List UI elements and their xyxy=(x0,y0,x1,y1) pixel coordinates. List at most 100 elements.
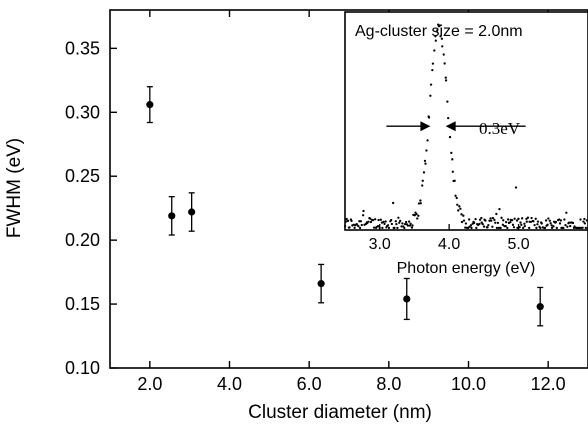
inset-x-tick-label: 5.0 xyxy=(507,236,529,253)
spectrum-point xyxy=(558,218,561,221)
spectrum-point xyxy=(434,39,437,42)
x-tick-label: 6.0 xyxy=(297,374,322,394)
spectrum-point xyxy=(520,223,523,227)
spectrum-point xyxy=(417,202,421,205)
spectrum-point xyxy=(404,220,408,224)
y-tick-label: 0.25 xyxy=(65,166,100,186)
spectrum-point xyxy=(393,226,396,230)
data-marker xyxy=(317,280,325,288)
spectrum-point xyxy=(523,225,526,228)
fwhm-arrow-left-head xyxy=(420,121,431,132)
x-tick-label: 2.0 xyxy=(137,374,162,394)
main-plot-frame xyxy=(109,9,588,369)
data-marker xyxy=(188,208,196,216)
spectrum-point xyxy=(526,216,530,219)
spectrum-point xyxy=(512,226,516,229)
spectrum-point xyxy=(525,220,528,223)
inset-x-axis-label: Photon energy (eV) xyxy=(397,260,536,277)
spectrum-point xyxy=(495,226,499,230)
fwhm-arrow-right-head xyxy=(445,121,456,132)
spectrum-point xyxy=(498,207,501,211)
spectrum-point xyxy=(431,62,435,65)
spectrum-point xyxy=(565,211,568,214)
spectrum-point xyxy=(441,45,444,48)
spectrum-point xyxy=(583,222,587,225)
spectrum-point xyxy=(406,224,410,227)
spectrum-point xyxy=(579,218,582,221)
fwhm-arrows xyxy=(386,121,526,132)
spectrum-point xyxy=(552,225,555,228)
spectrum-point xyxy=(401,222,404,225)
spectrum-point xyxy=(533,223,536,227)
spectrum-point xyxy=(482,225,486,228)
spectrum-point xyxy=(421,179,424,182)
spectrum-point xyxy=(345,217,348,221)
spectrum-point xyxy=(550,224,553,227)
spectrum-point xyxy=(539,226,542,230)
spectrum-point xyxy=(513,217,516,220)
spectrum-point xyxy=(581,226,584,229)
spectrum-point xyxy=(421,184,424,187)
spectrum-point xyxy=(390,218,393,222)
spectrum-point xyxy=(506,218,510,221)
spectrum-point xyxy=(359,220,363,223)
spectrum-point xyxy=(379,218,382,221)
spectrum-point xyxy=(530,216,533,220)
spectrum-point xyxy=(554,220,558,224)
spectrum-point xyxy=(343,225,347,228)
y-tick-label: 0.30 xyxy=(65,102,100,122)
spectrum-point xyxy=(377,218,380,222)
spectrum-point xyxy=(562,226,565,230)
spectrum-point xyxy=(504,224,507,228)
spectrum-point xyxy=(521,226,525,230)
spectrum-point xyxy=(391,201,395,205)
spectrum-point xyxy=(348,226,351,229)
spectrum-point xyxy=(419,199,422,202)
spectrum-point xyxy=(423,159,427,162)
spectrum-point xyxy=(429,94,432,97)
spectrum-point xyxy=(494,221,497,224)
data-point xyxy=(403,277,411,321)
spectrum-point xyxy=(510,219,514,222)
spectrum-point xyxy=(558,222,562,225)
spectrum-point xyxy=(475,226,478,230)
spectrum-point xyxy=(372,226,376,229)
y-axis-label: FWHM (eV) xyxy=(4,138,25,238)
data-marker xyxy=(146,101,154,109)
spectrum-point xyxy=(516,226,519,230)
spectrum-point xyxy=(549,222,552,225)
x-tick-label: 12.0 xyxy=(531,374,566,394)
spectrum-point xyxy=(383,222,386,226)
spectrum-point xyxy=(514,186,518,189)
spectrum-point xyxy=(573,225,576,228)
spectrum-point xyxy=(519,221,522,224)
spectrum-point xyxy=(403,222,407,226)
spectrum-point xyxy=(355,223,359,226)
spectrum-point xyxy=(505,220,508,224)
spectrum-point xyxy=(436,29,439,32)
spectrum-point xyxy=(534,217,537,220)
spectrum-point xyxy=(563,218,566,221)
spectrum-point xyxy=(407,220,411,223)
spectrum-point xyxy=(378,226,381,230)
spectrum-point xyxy=(345,220,348,223)
spectrum-point xyxy=(567,221,571,224)
data-marker xyxy=(403,295,411,303)
spectrum-point xyxy=(400,225,403,228)
spectrum-point xyxy=(410,226,414,229)
spectrum-point xyxy=(490,219,493,222)
spectrum-point xyxy=(434,35,437,38)
spectrum-point xyxy=(501,223,505,226)
spectrum-point xyxy=(440,37,444,40)
spectrum-point xyxy=(411,224,414,227)
spectrum-point xyxy=(487,223,490,227)
spectrum-point xyxy=(382,220,385,224)
spectrum-point xyxy=(532,220,535,223)
spectrum-point xyxy=(536,220,540,223)
spectrum-point xyxy=(376,224,380,228)
spectrum-point xyxy=(403,226,406,230)
spectrum-point xyxy=(511,223,515,226)
spectrum-point xyxy=(523,222,526,225)
spectrum-point xyxy=(571,221,575,225)
spectrum-point xyxy=(396,226,399,230)
